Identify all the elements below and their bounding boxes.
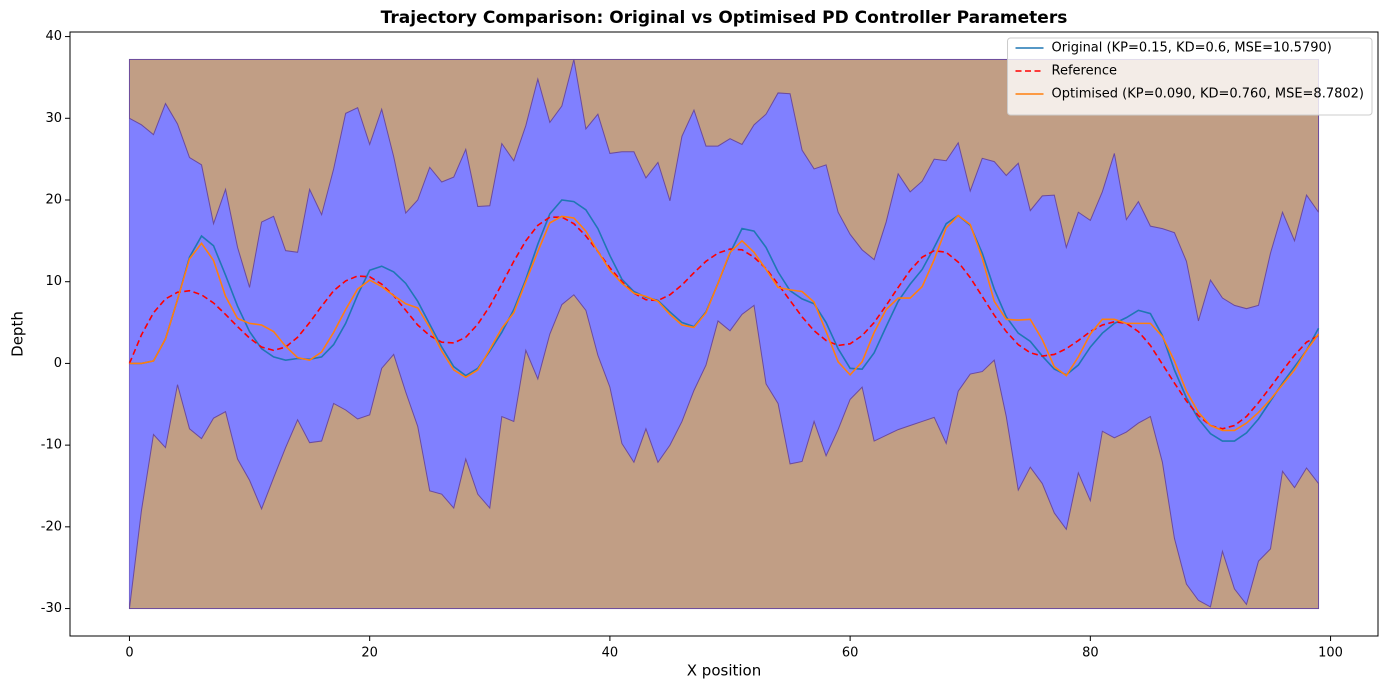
y-tick-label: 30 — [45, 111, 62, 126]
chart-title: Trajectory Comparison: Original vs Optim… — [381, 8, 1068, 28]
y-tick-label: 0 — [54, 356, 62, 371]
y-tick-label: 20 — [45, 192, 62, 207]
y-axis-label: Depth — [9, 311, 27, 357]
x-tick-label: 0 — [125, 646, 133, 661]
trajectory-line — [128, 216, 1319, 430]
plot-frame — [69, 31, 1379, 637]
y-tick-label: 10 — [45, 274, 62, 289]
legend-label: Original (KP=0.15, KD=0.6, MSE=10.5790) — [1052, 41, 1332, 56]
y-tick-label: -20 — [41, 519, 62, 534]
cave-ceiling-edge — [129, 59, 1319, 322]
x-tick-label: 40 — [602, 646, 619, 661]
y-tick-label: 40 — [45, 29, 62, 44]
legend: Original (KP=0.15, KD=0.6, MSE=10.5790) R… — [1007, 37, 1373, 116]
cave-passage — [129, 59, 1319, 609]
legend-box — [1007, 37, 1373, 116]
x-tick-label: 100 — [1318, 646, 1343, 661]
legend-label: Reference — [1052, 64, 1117, 79]
x-tick-label: 60 — [842, 646, 859, 661]
trajectory-line — [129, 214, 1320, 432]
y-tick-label: -30 — [41, 601, 62, 616]
legend-label: Optimised (KP=0.090, KD=0.760, MSE=8.780… — [1052, 87, 1364, 102]
cave-floor-edge — [128, 294, 1319, 609]
x-tick-label: 80 — [1082, 646, 1099, 661]
y-tick-label: -10 — [41, 438, 62, 453]
x-tick-label: 20 — [361, 646, 378, 661]
x-axis-label: X position — [687, 662, 761, 680]
